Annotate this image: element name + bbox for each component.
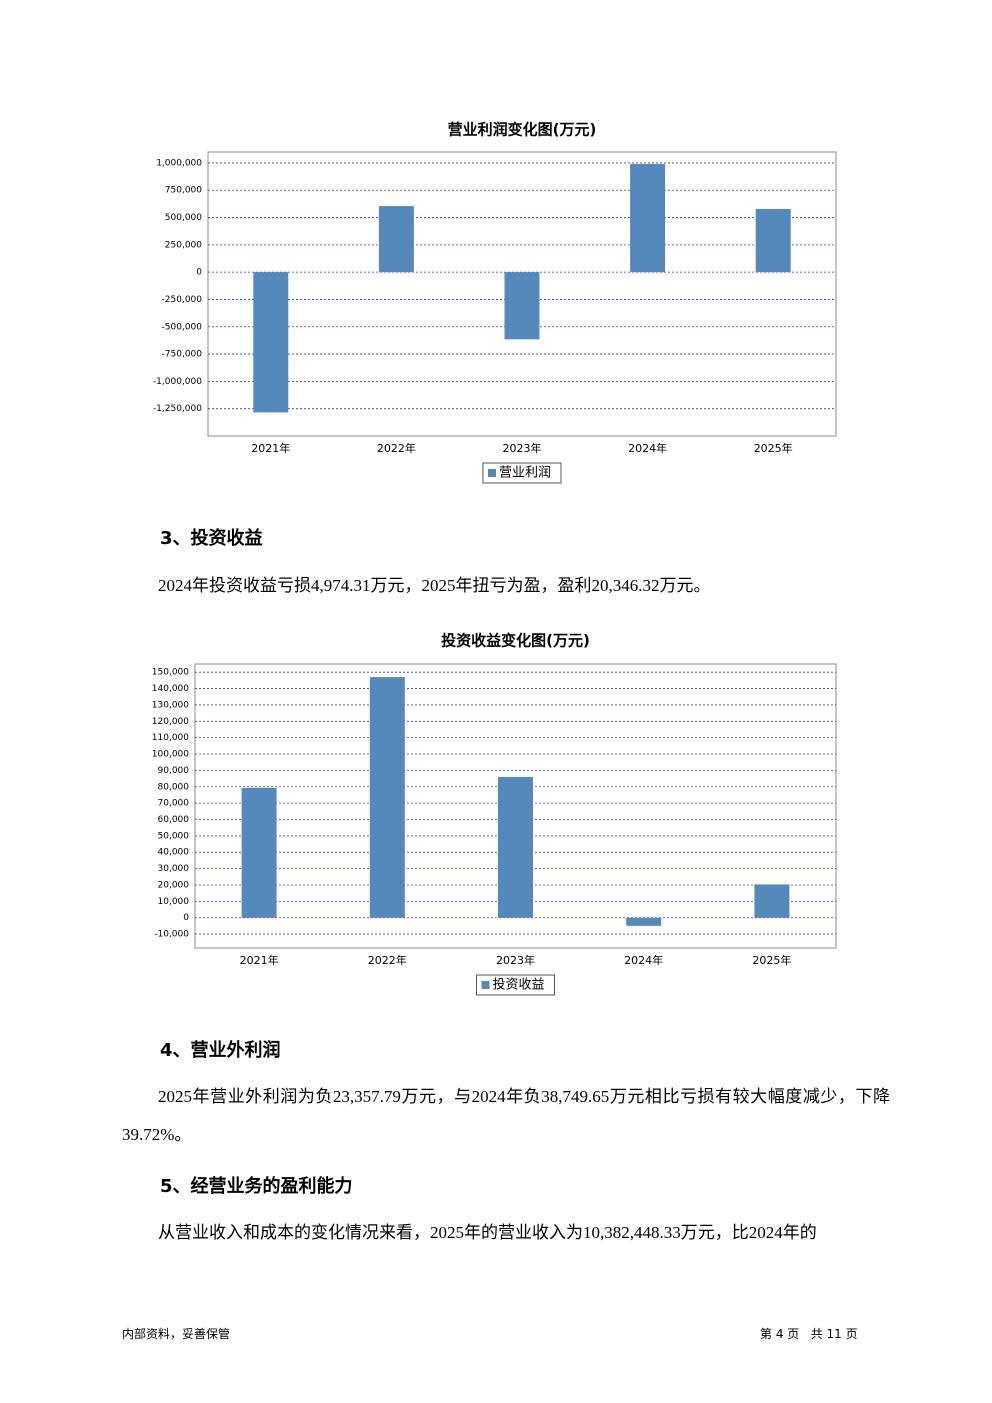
chart-title: 投资收益变化图(万元) — [441, 632, 590, 650]
x-tick-label: 2024年 — [628, 441, 667, 455]
y-tick-label: 50,000 — [158, 831, 190, 841]
y-tick-label: 130,000 — [152, 700, 189, 710]
y-tick-label: -1,250,000 — [153, 404, 202, 414]
y-tick-label: -750,000 — [162, 350, 203, 360]
bar — [754, 884, 790, 918]
y-tick-label: 150,000 — [152, 668, 189, 678]
plot-frame — [194, 663, 837, 949]
x-tick-label: 2022年 — [368, 953, 407, 967]
y-tick-label: -250,000 — [162, 295, 203, 305]
footer-left: 内部资料，妥善保管 — [122, 1327, 231, 1341]
y-tick-label: -10,000 — [154, 930, 189, 940]
plot-frame — [207, 151, 837, 437]
section-heading: 4、营业外利润 — [160, 1040, 281, 1061]
y-tick-label: 10,000 — [158, 897, 190, 907]
y-tick-label: 250,000 — [165, 240, 202, 250]
x-tick-label: 2022年 — [377, 441, 416, 455]
paragraph: 从营业收入和成本的变化情况来看，2025年的营业收入为10,382,448.33… — [158, 1223, 817, 1242]
y-tick-label: 30,000 — [158, 864, 190, 874]
x-tick-label: 2024年 — [624, 953, 663, 967]
bar — [241, 787, 277, 918]
legend-label: 投资收益 — [493, 977, 545, 993]
bar — [626, 917, 662, 926]
bar — [253, 272, 289, 413]
x-tick-label: 2023年 — [496, 953, 535, 967]
y-tick-label: 0 — [183, 913, 189, 923]
bar — [755, 209, 791, 273]
legend-box — [476, 974, 555, 996]
y-tick-label: 60,000 — [158, 815, 190, 825]
y-tick-label: 100,000 — [152, 750, 189, 760]
x-tick-label: 2021年 — [251, 441, 290, 455]
y-tick-label: 750,000 — [165, 186, 202, 196]
paragraph: 2024年投资收益亏损4,974.31万元，2025年扭亏为盈，盈利20,346… — [158, 576, 711, 595]
chart-title: 营业利润变化图(万元) — [448, 121, 597, 139]
y-tick-label: 70,000 — [158, 799, 190, 809]
y-tick-label: 140,000 — [152, 684, 189, 694]
y-tick-label: -500,000 — [162, 322, 203, 332]
bar — [504, 272, 540, 340]
y-tick-label: 0 — [196, 268, 202, 278]
y-tick-label: 40,000 — [158, 848, 190, 858]
bar — [498, 776, 533, 918]
bar — [369, 677, 405, 918]
x-tick-label: 2025年 — [752, 953, 791, 967]
section-heading: 3、投资收益 — [160, 528, 263, 549]
legend-label: 营业利润 — [499, 466, 551, 481]
legend-swatch — [488, 469, 496, 477]
bar — [378, 206, 414, 273]
x-tick-label: 2025年 — [754, 441, 793, 455]
y-tick-label: 80,000 — [158, 782, 190, 792]
legend-box — [482, 462, 562, 484]
y-tick-label: 1,000,000 — [156, 158, 202, 168]
legend-swatch — [481, 981, 490, 989]
y-tick-label: 20,000 — [158, 880, 190, 890]
x-tick-label: 2021年 — [240, 953, 279, 967]
y-tick-label: 90,000 — [158, 766, 190, 776]
y-tick-label: 120,000 — [152, 717, 189, 727]
bar — [630, 164, 666, 273]
x-tick-label: 2023年 — [503, 441, 542, 455]
section-heading: 5、经营业务的盈利能力 — [160, 1176, 353, 1197]
y-tick-label: -1,000,000 — [153, 377, 202, 387]
y-tick-label: 110,000 — [152, 733, 189, 743]
footer-right: 第 4 页 共 11 页 — [760, 1327, 858, 1341]
paragraph: 2025年营业外利润为负23,357.79万元，与2024年负38,749.65… — [122, 1087, 890, 1144]
y-tick-label: 500,000 — [165, 213, 202, 223]
